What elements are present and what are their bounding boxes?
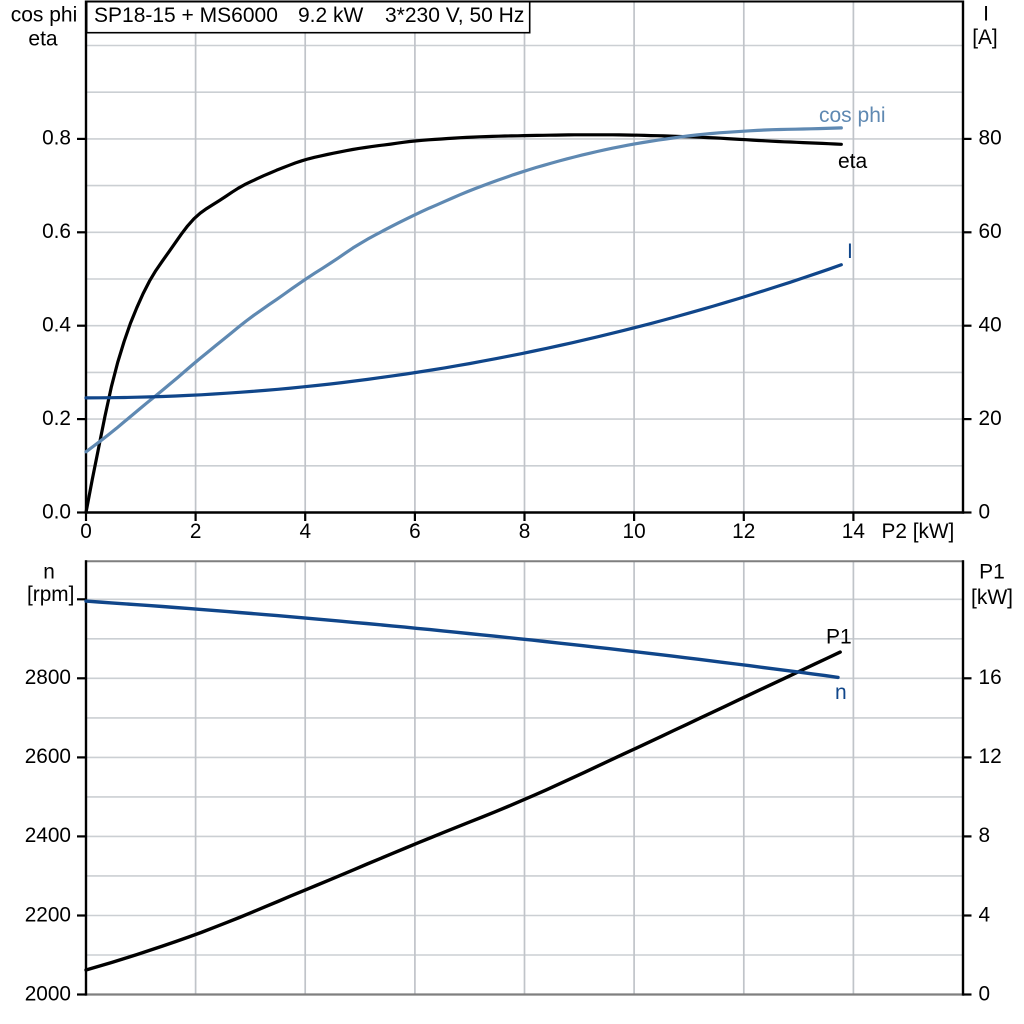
svg-text:0: 0 <box>979 982 991 1005</box>
svg-text:n: n <box>835 681 847 704</box>
svg-text:[kW]: [kW] <box>971 586 1013 609</box>
svg-text:[rpm]: [rpm] <box>27 583 74 606</box>
svg-text:6: 6 <box>409 520 421 543</box>
svg-text:eta: eta <box>28 28 58 51</box>
svg-text:I: I <box>847 240 853 263</box>
svg-text:3*230 V, 50 Hz: 3*230 V, 50 Hz <box>385 4 524 27</box>
svg-text:12: 12 <box>979 745 1002 768</box>
svg-text:16: 16 <box>979 666 1002 689</box>
svg-text:0: 0 <box>80 520 92 543</box>
svg-text:0.0: 0.0 <box>42 500 71 523</box>
svg-text:0: 0 <box>979 500 991 523</box>
svg-text:2600: 2600 <box>25 745 71 768</box>
svg-text:cos phi: cos phi <box>819 104 886 127</box>
svg-text:2400: 2400 <box>25 824 71 847</box>
svg-text:SP18-15 + MS6000: SP18-15 + MS6000 <box>94 4 278 27</box>
svg-text:9.2 kW: 9.2 kW <box>298 4 364 27</box>
svg-text:4: 4 <box>979 903 991 926</box>
svg-text:0.6: 0.6 <box>42 220 71 243</box>
svg-text:I: I <box>983 3 989 26</box>
svg-text:[A]: [A] <box>972 26 997 49</box>
svg-text:14: 14 <box>842 520 865 543</box>
svg-text:2200: 2200 <box>25 903 71 926</box>
svg-text:4: 4 <box>299 520 311 543</box>
svg-text:80: 80 <box>979 127 1002 150</box>
svg-text:2: 2 <box>190 520 202 543</box>
svg-text:P2 [kW]: P2 [kW] <box>882 520 955 543</box>
svg-text:0.8: 0.8 <box>42 127 71 150</box>
svg-text:40: 40 <box>979 314 1002 337</box>
svg-text:20: 20 <box>979 407 1002 430</box>
svg-text:P1: P1 <box>826 626 852 649</box>
svg-text:8: 8 <box>519 520 531 543</box>
svg-text:eta: eta <box>838 150 868 173</box>
svg-text:n: n <box>43 561 55 584</box>
svg-text:P1: P1 <box>979 560 1005 583</box>
svg-text:12: 12 <box>732 520 755 543</box>
svg-text:0.4: 0.4 <box>42 314 71 337</box>
svg-text:0.2: 0.2 <box>42 407 71 430</box>
svg-text:10: 10 <box>623 520 646 543</box>
svg-text:8: 8 <box>979 824 991 847</box>
svg-text:60: 60 <box>979 220 1002 243</box>
svg-text:2000: 2000 <box>25 982 71 1005</box>
svg-text:2800: 2800 <box>25 666 71 689</box>
svg-text:cos phi: cos phi <box>11 4 78 27</box>
